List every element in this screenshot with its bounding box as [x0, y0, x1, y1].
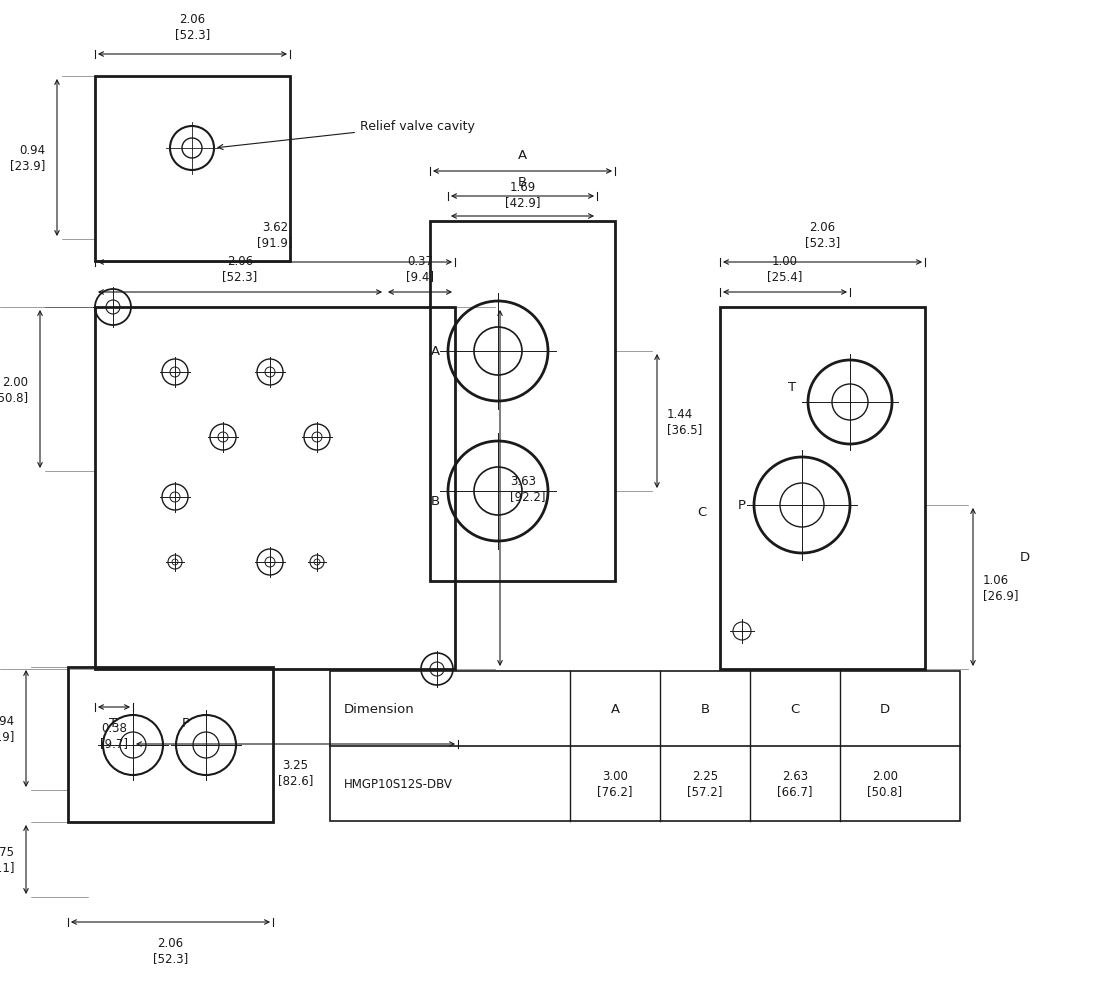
Text: 3.00
[76.2]: 3.00 [76.2]: [597, 769, 633, 797]
Text: A: A: [431, 345, 440, 358]
Text: B: B: [518, 176, 527, 189]
Text: 1.44
[36.5]: 1.44 [36.5]: [667, 407, 702, 435]
Text: 1.69
[42.9]: 1.69 [42.9]: [505, 181, 540, 209]
Text: 0.94
[23.9]: 0.94 [23.9]: [0, 715, 14, 743]
Text: 2.06
[52.3]: 2.06 [52.3]: [804, 221, 840, 249]
Text: T: T: [788, 381, 796, 394]
Text: 2.06
[52.3]: 2.06 [52.3]: [153, 936, 188, 964]
Text: T: T: [109, 717, 117, 730]
Text: B: B: [701, 702, 710, 715]
Text: 2.00
[50.8]: 2.00 [50.8]: [0, 376, 28, 403]
Text: 3.63
[92.2]: 3.63 [92.2]: [510, 474, 545, 503]
Text: 0.38
[9.7]: 0.38 [9.7]: [100, 721, 128, 749]
Text: Relief valve cavity: Relief valve cavity: [218, 120, 475, 150]
Text: HMGP10S12S-DBV: HMGP10S12S-DBV: [344, 777, 453, 790]
Text: 2.06
[52.3]: 2.06 [52.3]: [175, 13, 210, 41]
Text: 1.00
[25.4]: 1.00 [25.4]: [767, 255, 802, 283]
Bar: [68, 667, 273, 822]
Text: B: B: [431, 495, 440, 508]
Text: 2.25
[57.2]: 2.25 [57.2]: [688, 769, 723, 797]
Text: A: A: [518, 148, 527, 161]
Text: D: D: [1020, 551, 1030, 564]
Text: 3.62
[91.9]: 3.62 [91.9]: [257, 221, 293, 249]
Text: 2.00
[50.8]: 2.00 [50.8]: [867, 769, 903, 797]
Text: 0.94
[23.9]: 0.94 [23.9]: [10, 144, 45, 173]
Text: A: A: [611, 702, 619, 715]
Bar: [95, 77, 290, 262]
Text: C: C: [790, 702, 800, 715]
Text: 3.25
[82.6]: 3.25 [82.6]: [278, 758, 313, 786]
Text: 2.63
[66.7]: 2.63 [66.7]: [777, 769, 813, 797]
Bar: [329, 671, 960, 821]
Text: P: P: [738, 499, 746, 512]
Bar: [430, 222, 615, 582]
Text: D: D: [879, 702, 890, 715]
Text: 0.37
[9.4]: 0.37 [9.4]: [406, 255, 434, 283]
Text: 1.06
[26.9]: 1.06 [26.9]: [983, 574, 1018, 602]
Text: C: C: [698, 505, 706, 518]
Bar: [720, 308, 925, 669]
Text: 0.75
[19.1]: 0.75 [19.1]: [0, 846, 14, 874]
Text: 2.06
[52.3]: 2.06 [52.3]: [223, 255, 258, 283]
Text: Dimension: Dimension: [344, 702, 414, 715]
Bar: [95, 308, 455, 669]
Text: P: P: [182, 717, 190, 730]
